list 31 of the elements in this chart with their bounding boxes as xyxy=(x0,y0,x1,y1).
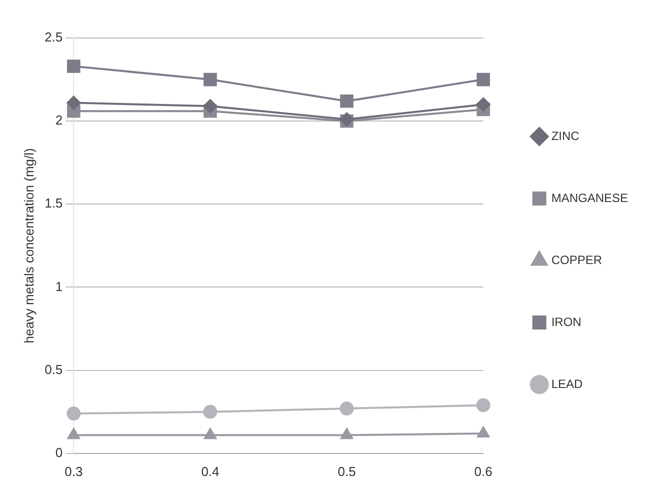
y-tick-label: 0 xyxy=(55,444,63,460)
point xyxy=(67,60,80,73)
x-tick-label: 0.4 xyxy=(201,464,220,479)
legend-label: MANGANESE xyxy=(551,190,628,205)
y-tick-label: 0.5 xyxy=(44,362,63,377)
legend-label: LEAD xyxy=(551,376,583,391)
y-tick-label: 1.5 xyxy=(44,196,63,211)
point xyxy=(203,404,218,419)
point xyxy=(66,406,81,421)
y-tick-label: 1 xyxy=(55,278,63,294)
legend-label: ZINC xyxy=(551,128,580,143)
legend-label: IRON xyxy=(551,314,582,329)
y-tick-label: 2 xyxy=(55,112,63,128)
point xyxy=(204,428,216,440)
point xyxy=(476,97,490,112)
point xyxy=(203,99,218,114)
y-axis-title: heavy metals concentration (mg/l) xyxy=(21,148,36,344)
y-tick-label: 2.5 xyxy=(44,30,63,45)
point xyxy=(204,72,217,86)
point xyxy=(477,426,490,438)
point xyxy=(476,398,490,412)
x-tick-label: 0.6 xyxy=(474,464,492,479)
point xyxy=(340,94,354,108)
point xyxy=(340,402,354,416)
point xyxy=(66,96,81,110)
point xyxy=(67,428,80,440)
point xyxy=(340,428,353,440)
x-tick-label: 0.3 xyxy=(64,464,83,479)
point xyxy=(476,72,490,86)
legend-label: COPPER xyxy=(551,252,602,267)
x-tick-label: 0.5 xyxy=(338,464,356,479)
